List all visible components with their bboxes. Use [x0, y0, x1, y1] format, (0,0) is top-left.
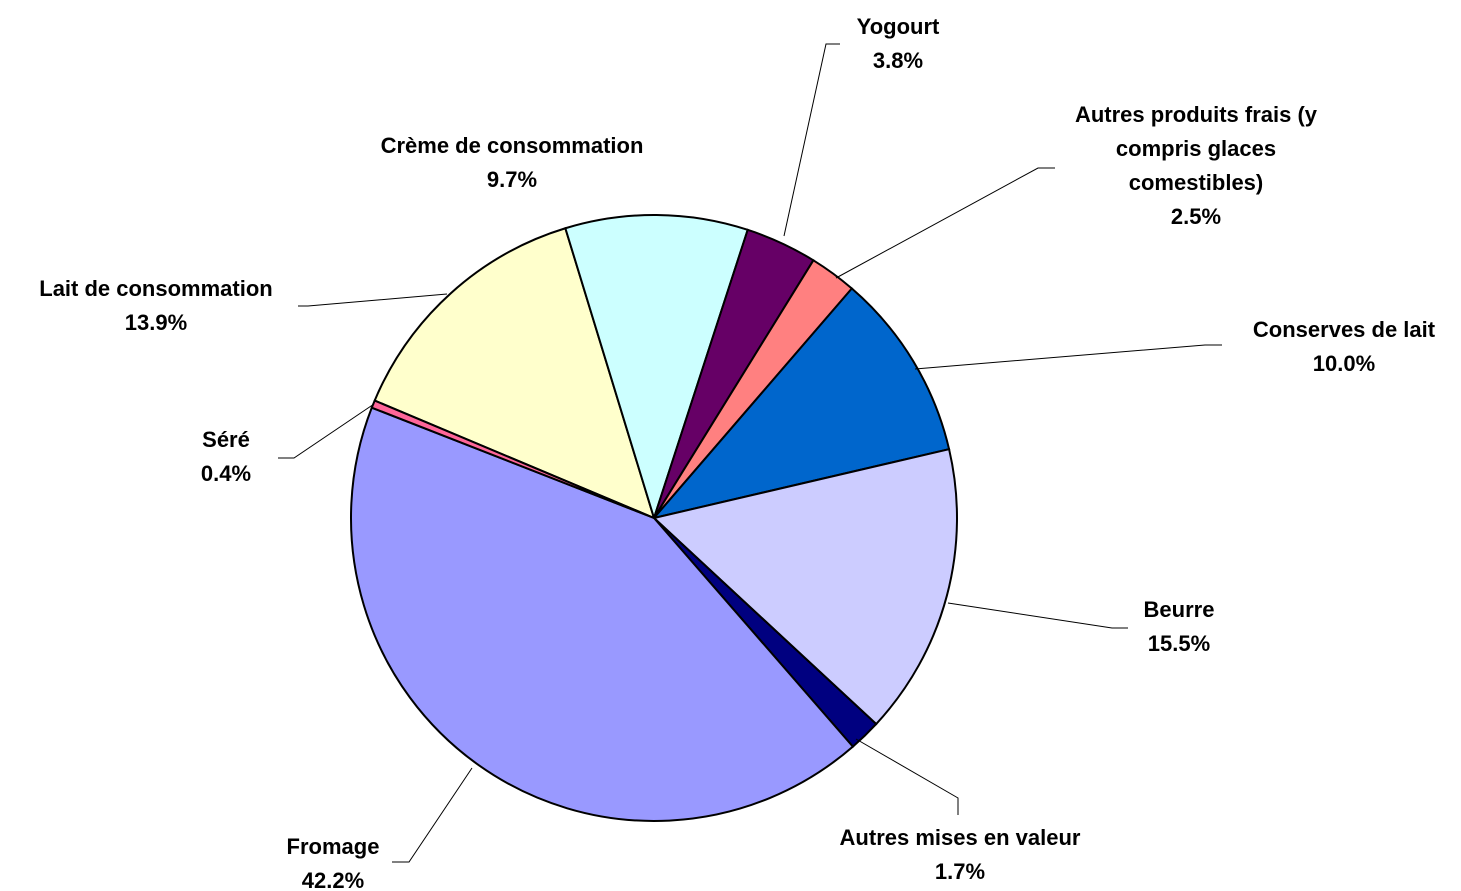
- category-label: Crème de consommation: [380, 133, 644, 158]
- category-label: Lait de consommation: [39, 276, 273, 301]
- leader-line: [783, 43, 840, 237]
- slice-label: Fromage 42.2%: [253, 830, 413, 891]
- pie-slice: [350, 406, 855, 822]
- pie-slice: [651, 447, 958, 726]
- pie-slice: [651, 287, 951, 520]
- leader-line: [278, 403, 375, 459]
- value-label: 0.4%: [200, 461, 252, 486]
- category-label: Séré: [202, 427, 250, 452]
- category-label: Fromage: [286, 834, 380, 859]
- slice-label: Séré 0.4%: [166, 423, 286, 491]
- leader-line: [947, 602, 1128, 629]
- slice-label: Crème de consommation 9.7%: [332, 129, 692, 197]
- value-label: 13.9%: [124, 310, 188, 335]
- category-label: Conserves de lait: [1252, 317, 1436, 342]
- pie-slice: [564, 214, 749, 522]
- category-label: Autres produits frais (y compris glaces …: [1074, 102, 1318, 195]
- value-label: 42.2%: [301, 868, 365, 891]
- value-label: 9.7%: [486, 167, 538, 192]
- leader-line: [298, 293, 448, 307]
- leader-line: [855, 738, 959, 815]
- value-label: 3.8%: [872, 48, 924, 73]
- pie-slice: [373, 227, 656, 520]
- value-label: 15.5%: [1147, 631, 1211, 656]
- category-label: Beurre: [1143, 597, 1215, 622]
- slice-label: Yogourt 3.8%: [798, 10, 998, 78]
- value-label: 10.0%: [1312, 351, 1376, 376]
- category-label: Autres mises en valeur: [839, 825, 1081, 850]
- leader-line: [835, 167, 1055, 279]
- slice-label: Autres mises en valeur 1.7%: [800, 821, 1120, 889]
- slice-label: Lait de consommation 13.9%: [0, 272, 316, 340]
- slice-label: Conserves de lait 10.0%: [1224, 313, 1461, 381]
- category-label: Yogourt: [856, 14, 940, 39]
- slice-label: Beurre 15.5%: [1099, 593, 1259, 661]
- leader-line: [392, 767, 473, 863]
- slice-label: Autres produits frais (y compris glaces …: [1061, 98, 1331, 234]
- leader-line: [914, 344, 1222, 370]
- value-label: 1.7%: [934, 859, 986, 884]
- value-label: 2.5%: [1170, 204, 1222, 229]
